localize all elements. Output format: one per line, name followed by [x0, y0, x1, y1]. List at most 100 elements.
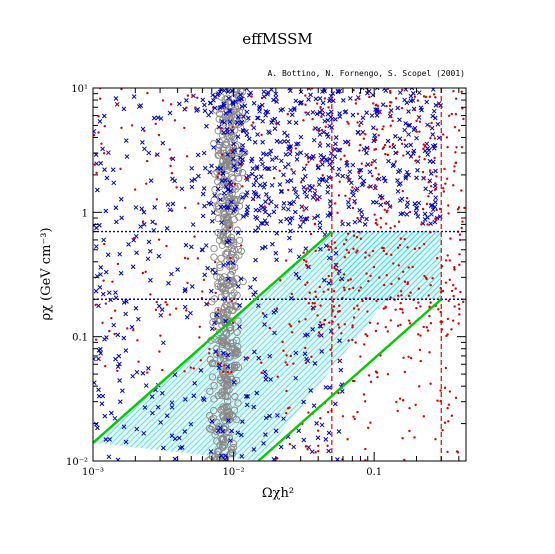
- scatter-point-blue: [251, 182, 257, 188]
- scatter-point-blue: [201, 397, 207, 403]
- scatter-point-blue: [403, 174, 409, 179]
- scatter-point-red: [394, 97, 398, 100]
- scatter-point-blue: [382, 88, 387, 92]
- scatter-point-blue: [248, 285, 253, 290]
- scatter-point-red: [426, 329, 430, 332]
- scatter-point-red: [174, 307, 178, 310]
- scatter-point-red: [460, 189, 463, 192]
- scatter-point-red: [321, 174, 324, 177]
- scatter-point-red: [400, 142, 404, 146]
- scatter-point-red: [351, 324, 354, 327]
- scatter-point-blue: [196, 173, 201, 179]
- scatter-point-blue: [123, 311, 129, 317]
- scatter-point-blue: [391, 144, 397, 150]
- scatter-point-red: [376, 322, 379, 325]
- scatter-point-gray: [234, 317, 242, 325]
- scatter-point-red: [316, 197, 320, 201]
- x-tick-label: 10⁻³: [82, 467, 104, 478]
- scatter-point-blue: [113, 290, 118, 295]
- scatter-point-red: [316, 429, 320, 432]
- scatter-point-red: [141, 220, 145, 223]
- scatter-point-blue: [230, 260, 236, 266]
- scatter-point-red: [169, 164, 172, 168]
- scatter-point-red: [347, 122, 350, 125]
- scatter-point-red: [389, 296, 392, 299]
- scatter-point-blue: [98, 346, 103, 352]
- scatter-point-blue: [244, 132, 250, 138]
- scatter-point-blue: [332, 154, 338, 159]
- scatter-point-red: [186, 94, 190, 97]
- scatter-point-red: [285, 354, 288, 357]
- scatter-point-blue: [240, 419, 245, 425]
- scatter-point-blue: [346, 204, 352, 210]
- scatter-point-red: [425, 277, 428, 281]
- scatter-point-gray: [216, 273, 224, 282]
- scatter-point-gray: [228, 132, 236, 140]
- scatter-point-red: [352, 415, 355, 418]
- scatter-point-gray: [210, 382, 218, 390]
- scatter-point-blue: [221, 190, 227, 196]
- scatter-point-red: [401, 311, 404, 314]
- scatter-point-red: [417, 115, 421, 118]
- scatter-point-blue: [253, 178, 259, 184]
- scatter-point-red: [328, 321, 331, 324]
- scatter-point-red: [415, 130, 418, 133]
- scatter-point-red: [337, 391, 340, 395]
- scatter-point-blue: [403, 143, 409, 149]
- scatter-point-red: [406, 246, 409, 249]
- scatter-point-blue: [235, 114, 241, 120]
- scatter-point-blue: [156, 253, 162, 259]
- scatter-point-gray: [217, 406, 225, 414]
- scatter-point-red: [130, 124, 134, 127]
- scatter-point-gray: [226, 134, 234, 142]
- scatter-point-gray: [241, 148, 249, 157]
- scatter-point-blue: [428, 189, 434, 195]
- scatter-point-blue: [266, 212, 272, 218]
- scatter-point-blue: [319, 349, 325, 354]
- scatter-point-red: [413, 436, 416, 439]
- scatter-point-blue: [303, 206, 309, 211]
- scatter-point-blue: [113, 96, 119, 101]
- scatter-point-blue: [169, 433, 175, 439]
- scatter-point-gray: [239, 277, 247, 286]
- scatter-point-red: [406, 281, 410, 284]
- scatter-point-red: [403, 280, 407, 283]
- scatter-point-red: [115, 103, 119, 106]
- scatter-point-red: [252, 198, 255, 201]
- scatter-point-blue: [94, 187, 100, 193]
- scatter-point-red: [446, 450, 449, 454]
- scatter-point-blue: [202, 102, 207, 108]
- scatter-point-red: [145, 182, 148, 185]
- scatter-point-blue: [395, 188, 401, 194]
- scatter-point-blue: [326, 430, 332, 436]
- scatter-point-gray: [235, 251, 243, 259]
- scatter-point-blue: [397, 90, 403, 95]
- scatter-point-gray: [218, 434, 226, 443]
- scatter-point-red: [289, 325, 293, 328]
- scatter-point-blue: [335, 88, 341, 94]
- scatter-point-blue: [364, 216, 369, 222]
- scatter-point-blue: [225, 152, 230, 158]
- scatter-point-red: [386, 330, 389, 333]
- scatter-point-red: [191, 94, 194, 98]
- scatter-point-gray: [231, 392, 239, 401]
- scatter-point-red: [407, 355, 410, 359]
- scatter-point-red: [380, 198, 383, 201]
- scatter-point-red: [429, 322, 433, 325]
- scatter-point-red: [435, 208, 438, 212]
- scatter-point-red: [327, 248, 331, 251]
- scatter-point-red: [453, 170, 456, 173]
- scatter-point-red: [165, 244, 168, 248]
- scatter-point-blue: [360, 129, 366, 135]
- scatter-point-red: [448, 259, 452, 262]
- scatter-point-blue: [274, 138, 280, 144]
- scatter-point-blue: [147, 248, 153, 254]
- scatter-point-blue: [345, 174, 351, 179]
- scatter-point-blue: [269, 182, 275, 188]
- scatter-point-red: [388, 111, 391, 114]
- scatter-point-red: [304, 346, 307, 350]
- scatter-point-blue: [251, 404, 257, 410]
- scatter-point-red: [379, 226, 383, 229]
- scatter-point-red: [306, 265, 309, 268]
- scatter-point-red: [372, 265, 376, 269]
